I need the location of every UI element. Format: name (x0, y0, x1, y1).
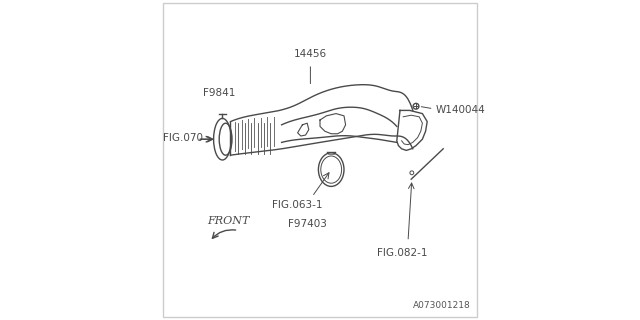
Text: FIG.082-1: FIG.082-1 (378, 248, 428, 258)
Text: F9841: F9841 (203, 88, 236, 98)
Text: A073001218: A073001218 (413, 301, 470, 310)
Ellipse shape (410, 171, 414, 175)
Text: F97403: F97403 (288, 219, 326, 229)
Text: W140044: W140044 (436, 105, 486, 115)
Ellipse shape (413, 103, 419, 109)
Text: FIG.070: FIG.070 (163, 132, 203, 143)
Text: FIG.063-1: FIG.063-1 (273, 200, 323, 210)
Text: 14456: 14456 (294, 49, 327, 59)
Text: FRONT: FRONT (207, 216, 250, 226)
